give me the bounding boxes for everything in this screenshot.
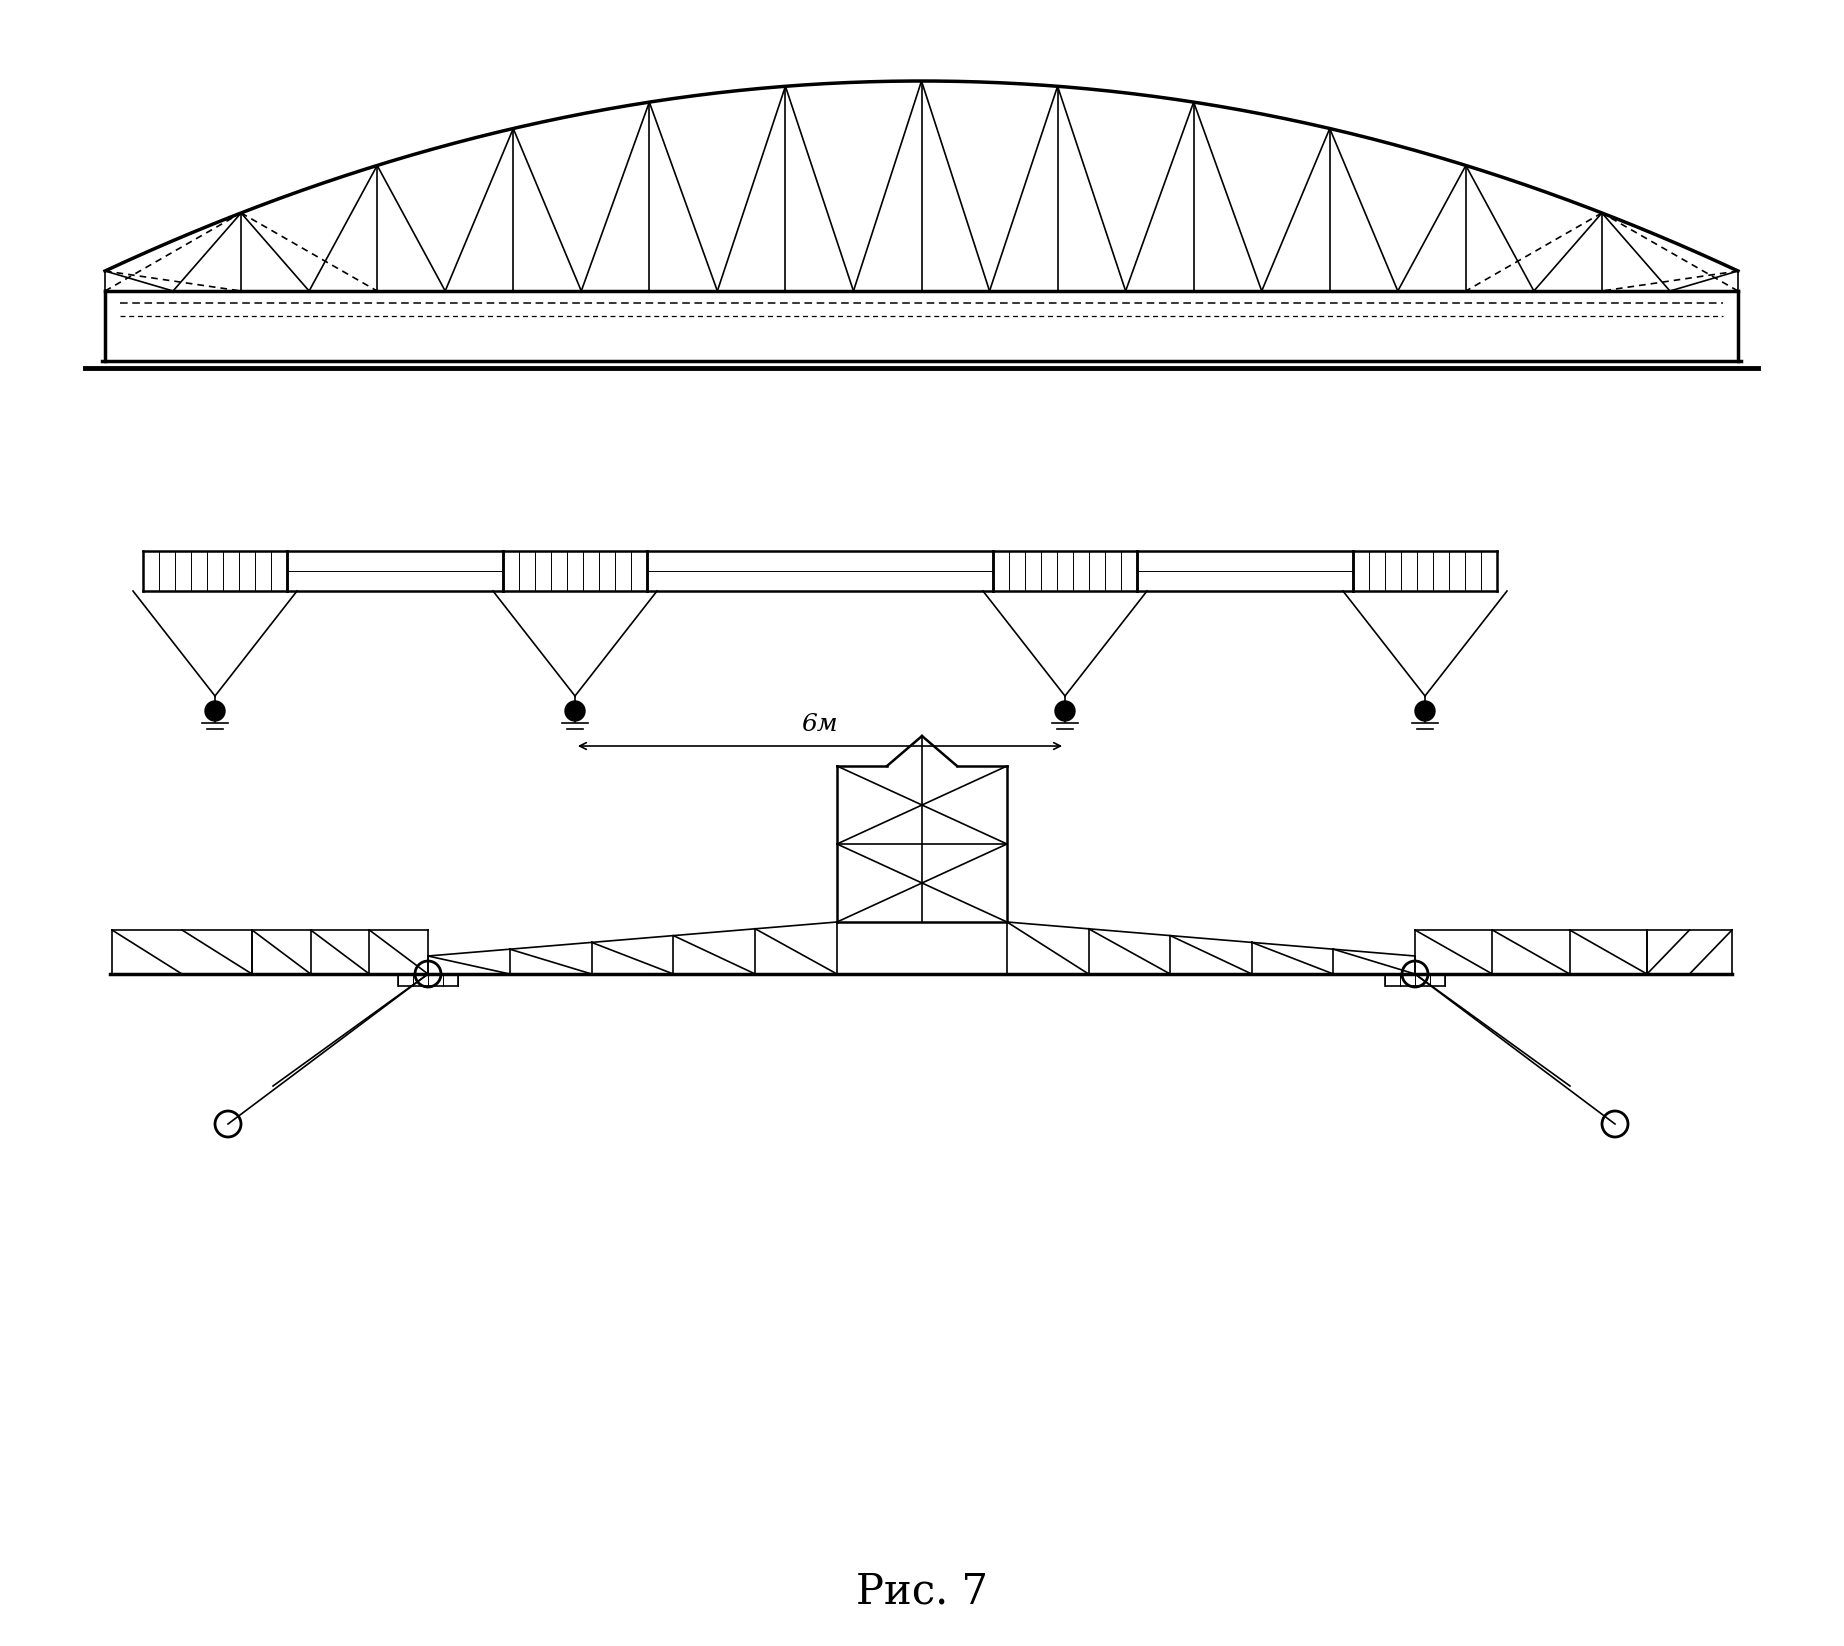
Circle shape bbox=[1414, 701, 1435, 721]
Circle shape bbox=[564, 701, 585, 721]
Text: 6м: 6м bbox=[802, 713, 839, 736]
Circle shape bbox=[205, 701, 225, 721]
Text: Рис. 7: Рис. 7 bbox=[856, 1570, 988, 1611]
Circle shape bbox=[1055, 701, 1075, 721]
